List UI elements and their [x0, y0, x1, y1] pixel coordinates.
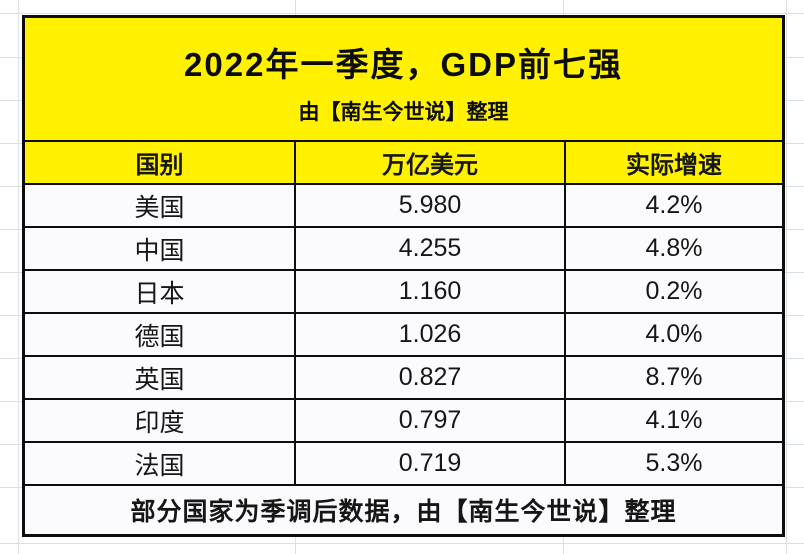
cell-growth[interactable]: 0.2%	[566, 271, 782, 312]
cell-growth[interactable]: 4.2%	[566, 185, 782, 226]
gridline-horizontal	[0, 13, 804, 14]
table-grid: 国别 万亿美元 实际增速 美国 5.980 4.2% 中国 4.255 4.8%…	[25, 142, 782, 534]
cell-country[interactable]: 德国	[25, 314, 294, 355]
cell-country[interactable]: 中国	[25, 228, 294, 269]
cell-gdp[interactable]: 4.255	[296, 228, 564, 269]
cell-growth[interactable]: 5.3%	[566, 443, 782, 484]
cell-country[interactable]: 英国	[25, 357, 294, 398]
cell-gdp[interactable]: 0.797	[296, 400, 564, 441]
cell-gdp[interactable]: 1.160	[296, 271, 564, 312]
cell-country[interactable]: 法国	[25, 443, 294, 484]
cell-country[interactable]: 印度	[25, 400, 294, 441]
cell-growth[interactable]: 8.7%	[566, 357, 782, 398]
cell-gdp[interactable]: 5.980	[296, 185, 564, 226]
header-cell-growth[interactable]: 实际增速	[566, 142, 782, 183]
header-cell-gdp[interactable]: 万亿美元	[296, 142, 564, 183]
cell-growth[interactable]: 4.0%	[566, 314, 782, 355]
header-cell-country[interactable]: 国别	[25, 142, 294, 183]
cell-growth[interactable]: 4.1%	[566, 400, 782, 441]
gridline-horizontal	[0, 543, 804, 544]
table-title-cell[interactable]: 2022年一季度，GDP前七强 由【南生今世说】整理	[25, 18, 782, 140]
cell-gdp[interactable]: 1.026	[296, 314, 564, 355]
cell-gdp[interactable]: 0.719	[296, 443, 564, 484]
cell-gdp[interactable]: 0.827	[296, 357, 564, 398]
gridline-vertical	[18, 0, 19, 554]
table-title: 2022年一季度，GDP前七强	[184, 46, 623, 83]
table-footnote-cell[interactable]: 部分国家为季调后数据，由【南生今世说】整理	[25, 486, 782, 534]
table-subtitle: 由【南生今世说】整理	[298, 101, 509, 124]
cell-growth[interactable]: 4.8%	[566, 228, 782, 269]
gdp-table: 2022年一季度，GDP前七强 由【南生今世说】整理 国别 万亿美元 实际增速 …	[22, 15, 785, 537]
cell-country[interactable]: 日本	[25, 271, 294, 312]
cell-country[interactable]: 美国	[25, 185, 294, 226]
gridline-vertical	[786, 0, 787, 554]
